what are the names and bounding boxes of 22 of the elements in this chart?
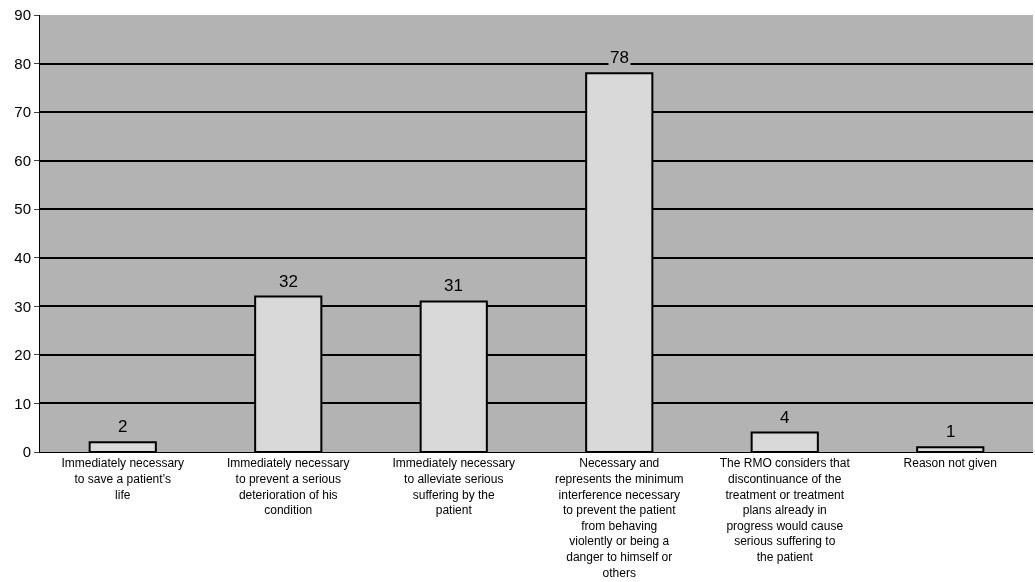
data-label: 4 <box>780 408 790 427</box>
y-tick-label: 10 <box>14 394 31 412</box>
data-label: 2 <box>118 417 128 436</box>
x-tick-label: The RMO considers that discontinuance of the treatment or treatment plans already in progress would cause serious suffering to the patient <box>719 456 851 564</box>
y-tick-label: 60 <box>14 151 31 169</box>
x-tick-label: Immediately necessary to prevent a serious deterioration of his condition <box>226 456 350 518</box>
y-tick-label: 80 <box>14 54 31 72</box>
x-tick-label: Necessary and represents the minimum interference necessary to prevent the patient from behaving violently or being a danger to himself or others <box>554 456 684 580</box>
x-tick-label: Immediately necessary to alleviate serious suffering by the patient <box>392 456 516 518</box>
y-tick-label: 50 <box>14 200 31 218</box>
y-tick-label: 0 <box>22 443 31 461</box>
y-tick-label: 20 <box>14 346 31 364</box>
y-tick-label: 40 <box>14 249 31 267</box>
data-label: 78 <box>610 48 629 67</box>
x-tick-label: Reason not given <box>903 456 997 471</box>
y-tick-label: 90 <box>14 6 31 24</box>
data-label: 32 <box>279 272 298 291</box>
x-tick-label: Immediately necessary to save a patient’s life <box>61 456 185 502</box>
data-label: 1 <box>946 422 956 441</box>
y-tick-label: 30 <box>14 297 31 315</box>
y-tick-label: 70 <box>14 103 31 121</box>
data-label: 31 <box>444 276 463 295</box>
